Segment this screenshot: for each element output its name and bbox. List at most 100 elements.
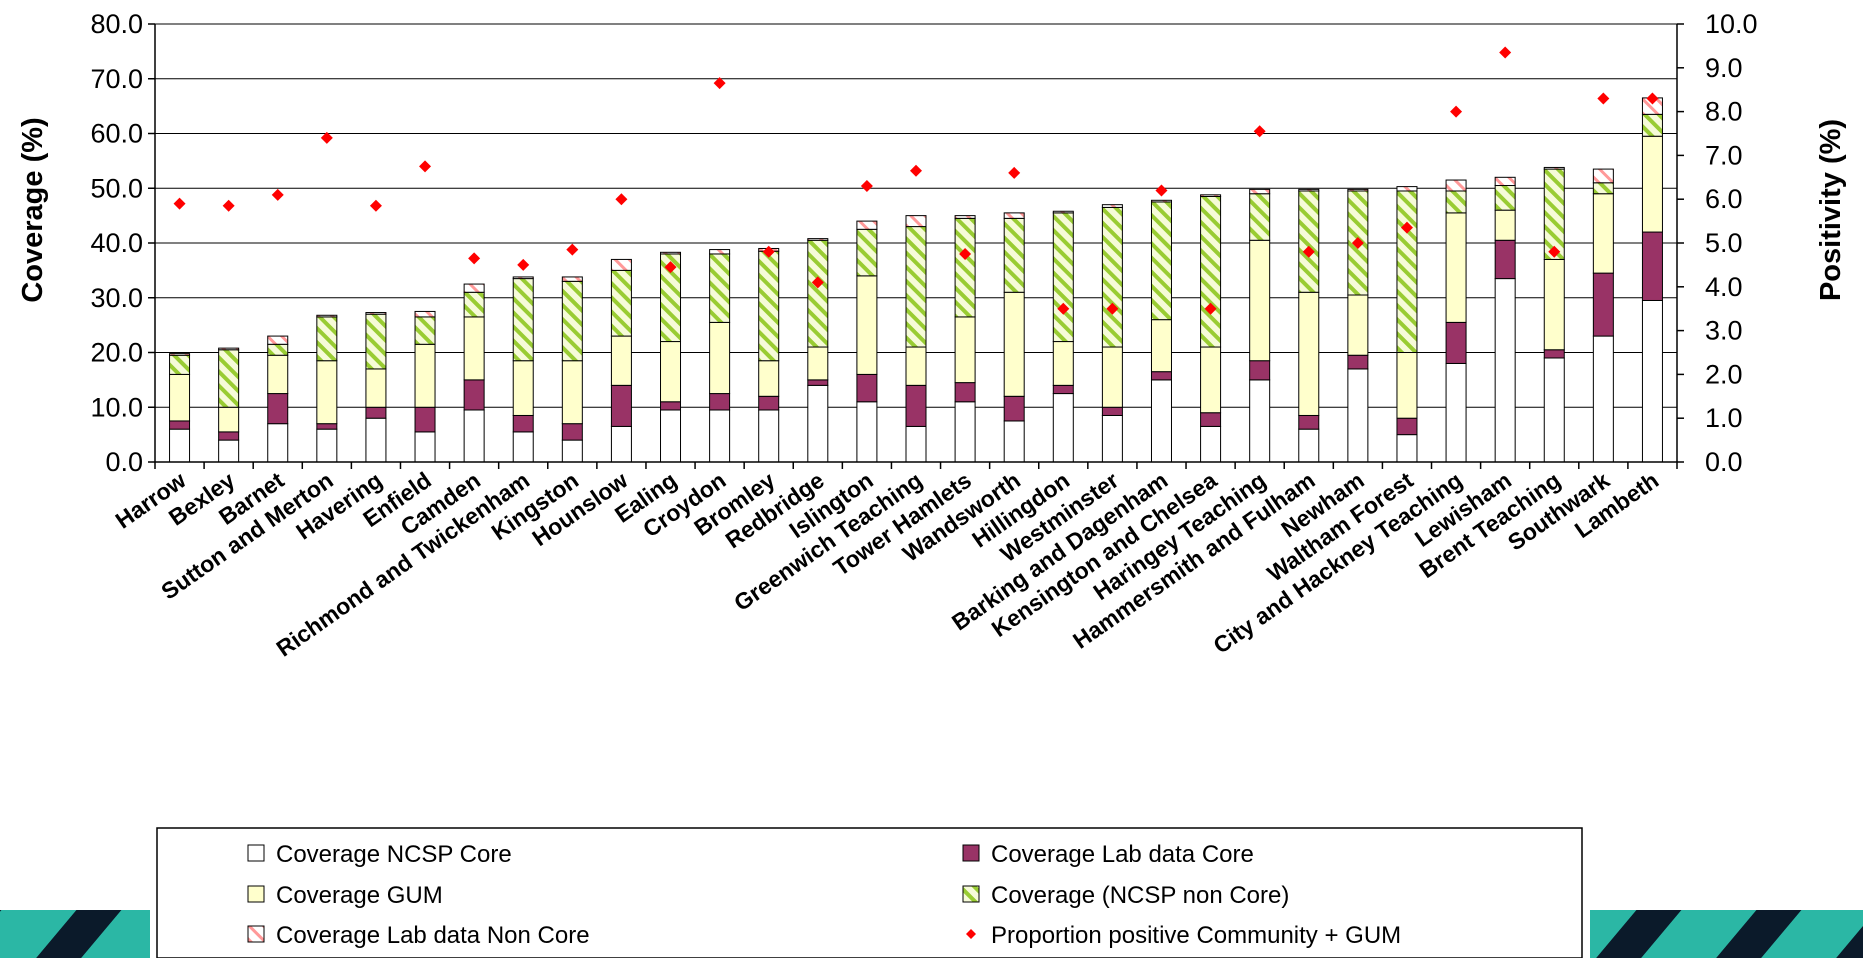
bar-coverage-lab-data-non-core bbox=[807, 238, 829, 241]
bar-coverage-ncsp-non-core bbox=[365, 313, 387, 370]
bar-coverage-lab-data-non-core bbox=[856, 220, 878, 230]
positivity-point bbox=[910, 164, 922, 177]
y-tick-label: 70.0 bbox=[90, 64, 143, 94]
y2-tick-label: 0.0 bbox=[1705, 447, 1743, 477]
bar-coverage-ncsp-non-core bbox=[169, 354, 191, 375]
bar-coverage-gum bbox=[856, 275, 878, 375]
bar-coverage-lab-data-core bbox=[1249, 360, 1271, 381]
bar-coverage-lab-data-non-core bbox=[1249, 188, 1271, 195]
y2-tick-label: 10.0 bbox=[1705, 9, 1758, 39]
positivity-point bbox=[468, 252, 481, 265]
bar-coverage-lab-data-non-core bbox=[1445, 179, 1467, 192]
bar-series bbox=[169, 97, 1663, 463]
y-tick-label: 50.0 bbox=[90, 173, 143, 203]
bar-coverage-gum bbox=[1396, 352, 1418, 419]
bar-coverage-lab-data-non-core bbox=[1052, 210, 1074, 214]
bar-coverage-ncsp-core bbox=[365, 417, 387, 463]
positivity-point bbox=[1646, 92, 1659, 105]
positivity-point bbox=[762, 245, 775, 258]
legend-swatch bbox=[962, 844, 980, 862]
bar-coverage-gum bbox=[1101, 346, 1123, 408]
bar-coverage-gum bbox=[1592, 193, 1614, 274]
bar-coverage-ncsp-core bbox=[1543, 357, 1565, 463]
bar-coverage-lab-data-core bbox=[1150, 371, 1172, 381]
legend-label: Proportion positive Community + GUM bbox=[991, 922, 1401, 949]
bar-coverage-ncsp-core bbox=[169, 428, 191, 463]
bar-coverage-lab-data-core bbox=[1494, 239, 1516, 280]
bar-coverage-lab-data-core bbox=[1396, 417, 1418, 436]
axes: 0.0 10.0 20.0 30.0 40.0 50.0 60.0 70.0 80.0 0.0 1.… bbox=[90, 9, 1757, 477]
bar-coverage-lab-data-non-core bbox=[169, 353, 191, 356]
bar-coverage-lab-data-non-core bbox=[1543, 166, 1565, 170]
legend-swatch bbox=[247, 885, 265, 903]
y-tick-label: 60.0 bbox=[90, 119, 143, 149]
bar-coverage-ncsp-core bbox=[905, 425, 927, 463]
bar-coverage-lab-data-non-core bbox=[1101, 204, 1123, 208]
positivity-point bbox=[320, 131, 333, 144]
y2-tick-label: 9.0 bbox=[1705, 53, 1743, 83]
bar-coverage-ncsp-non-core bbox=[1641, 113, 1663, 137]
y2-tick-label: 7.0 bbox=[1705, 140, 1743, 170]
bar-coverage-gum bbox=[1052, 341, 1074, 386]
bar-coverage-gum bbox=[1494, 209, 1516, 241]
bar-coverage-ncsp-non-core bbox=[807, 239, 829, 348]
decor-stripes-left bbox=[0, 910, 150, 958]
bar-coverage-lab-data-non-core bbox=[463, 283, 485, 293]
bar-coverage-ncsp-core bbox=[1347, 368, 1369, 463]
bar-coverage-gum bbox=[1445, 212, 1467, 323]
y2-tick-label: 5.0 bbox=[1705, 228, 1743, 258]
positivity-point bbox=[860, 180, 873, 193]
bar-coverage-lab-data-core bbox=[1641, 231, 1663, 301]
bar-coverage-lab-data-non-core bbox=[905, 215, 927, 228]
bar-coverage-ncsp-core bbox=[512, 431, 534, 463]
legend: Coverage NCSP Core Coverage Lab data Core… bbox=[156, 827, 1583, 958]
positivity-point bbox=[1253, 125, 1266, 138]
bar-coverage-ncsp-core bbox=[660, 409, 682, 463]
positivity-point bbox=[1008, 166, 1021, 179]
bar-coverage-lab-data-core bbox=[365, 406, 387, 419]
bar-coverage-gum bbox=[512, 360, 534, 416]
bar-coverage-lab-data-core bbox=[709, 393, 731, 411]
bar-coverage-ncsp-non-core bbox=[709, 253, 731, 323]
bar-coverage-lab-data-core bbox=[758, 395, 780, 411]
bar-coverage-gum bbox=[709, 321, 731, 395]
bar-coverage-gum bbox=[414, 343, 436, 408]
bar-coverage-gum bbox=[218, 406, 240, 433]
y2-tick-label: 6.0 bbox=[1705, 184, 1743, 214]
y2-tick-label: 3.0 bbox=[1705, 316, 1743, 346]
y-tick-label: 80.0 bbox=[90, 9, 143, 39]
positivity-point bbox=[1548, 245, 1561, 258]
legend-label: Coverage GUM bbox=[276, 882, 443, 909]
bar-coverage-lab-data-non-core bbox=[1150, 199, 1172, 203]
legend-swatch bbox=[962, 885, 980, 903]
positivity-point bbox=[173, 197, 186, 210]
bar-coverage-ncsp-core bbox=[561, 439, 583, 463]
bar-coverage-gum bbox=[1347, 294, 1369, 356]
bar-coverage-lab-data-non-core bbox=[954, 215, 976, 219]
bar-coverage-ncsp-non-core bbox=[1101, 206, 1123, 348]
positivity-point bbox=[1400, 221, 1413, 234]
positivity-point bbox=[615, 193, 628, 206]
bar-coverage-lab-data-non-core bbox=[610, 258, 632, 271]
positivity-point bbox=[713, 77, 726, 90]
y2-tick-label: 8.0 bbox=[1705, 97, 1743, 127]
bar-coverage-lab-data-non-core bbox=[267, 335, 289, 345]
bar-coverage-gum bbox=[1249, 239, 1271, 362]
bar-coverage-lab-data-core bbox=[267, 393, 289, 425]
positivity-point bbox=[566, 243, 579, 256]
bar-coverage-ncsp-non-core bbox=[954, 217, 976, 318]
bar-coverage-ncsp-core bbox=[954, 401, 976, 463]
bar-coverage-ncsp-core bbox=[1445, 362, 1467, 463]
bar-coverage-lab-data-non-core bbox=[1494, 176, 1516, 187]
bar-coverage-gum bbox=[169, 373, 191, 422]
decor-stripes-right bbox=[1590, 910, 1863, 958]
bar-coverage-ncsp-non-core bbox=[512, 278, 534, 362]
bar-coverage-lab-data-non-core bbox=[1298, 188, 1320, 192]
bar-coverage-ncsp-core bbox=[610, 425, 632, 463]
bar-coverage-ncsp-core bbox=[1396, 434, 1418, 463]
bar-coverage-ncsp-non-core bbox=[1298, 190, 1320, 293]
bar-coverage-lab-data-non-core bbox=[660, 251, 682, 255]
bar-coverage-ncsp-non-core bbox=[316, 316, 338, 362]
bar-coverage-lab-data-non-core bbox=[316, 314, 338, 318]
